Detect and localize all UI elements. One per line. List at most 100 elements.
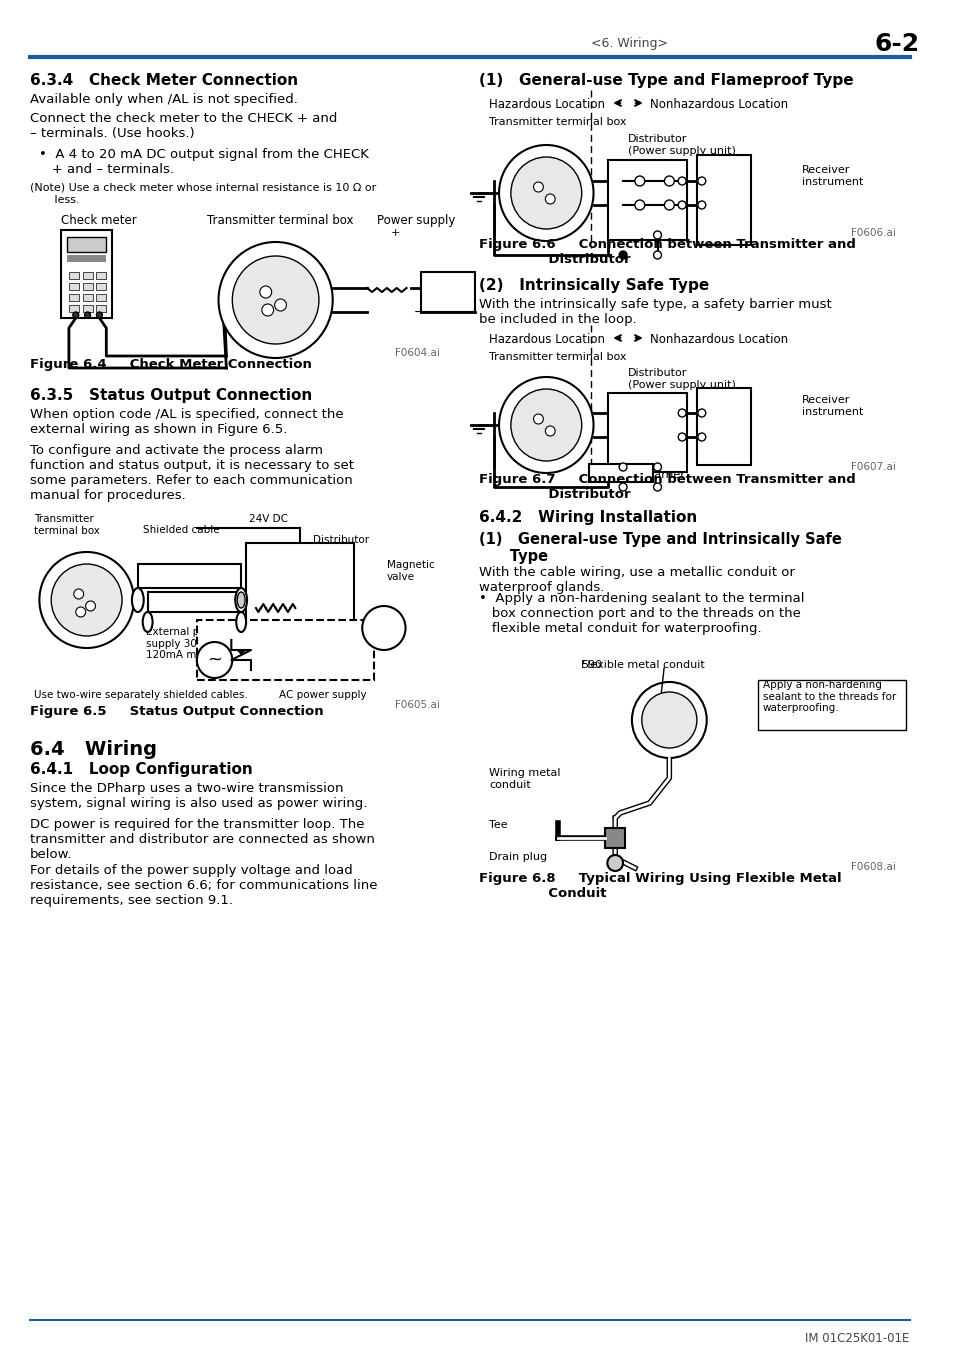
Bar [69,284,79,290]
Text: 6.3.5   Status Output Connection: 6.3.5 Status Output Connection [30,387,312,404]
Bar [83,305,92,312]
Text: External power
supply 30V DC,
120mA max: External power supply 30V DC, 120mA max [146,626,226,660]
Ellipse shape [236,612,246,632]
Text: DC power is required for the transmitter loop. The
transmitter and distributor a: DC power is required for the transmitter… [30,818,374,861]
Ellipse shape [143,612,152,632]
Text: 6-2: 6-2 [873,32,919,55]
Bar [608,161,686,240]
Circle shape [653,483,660,491]
Text: Receiver
instrument: Receiver instrument [801,396,862,417]
Circle shape [510,389,581,460]
Text: Transmitter terminal box: Transmitter terminal box [207,215,353,227]
Text: Hazardous Location: Hazardous Location [489,333,604,346]
Ellipse shape [237,593,245,608]
Text: Check meter: Check meter [61,215,136,227]
Bar [69,305,79,312]
Circle shape [498,377,593,472]
Bar [148,593,241,612]
Bar [196,620,374,680]
Bar [69,294,79,301]
Text: Shielded cable: Shielded cable [143,525,219,535]
Text: Figure 6.8     Typical Wiring Using Flexible Metal
               Conduit: Figure 6.8 Typical Wiring Using Flexible… [478,872,841,900]
Text: 6.4.1   Loop Configuration: 6.4.1 Loop Configuration [30,761,252,778]
Circle shape [678,177,685,185]
Bar [83,294,92,301]
Bar [96,271,106,279]
Circle shape [678,409,685,417]
Circle shape [73,589,84,599]
Bar [61,230,112,319]
Circle shape [96,312,102,319]
Text: Magnetic
valve: Magnetic valve [386,560,435,582]
Circle shape [631,682,706,757]
Circle shape [196,643,233,678]
Circle shape [261,304,274,316]
Circle shape [678,433,685,441]
Circle shape [498,144,593,242]
Circle shape [653,463,660,471]
Text: Use two-wire separately shielded cables.: Use two-wire separately shielded cables. [34,690,248,701]
Circle shape [698,409,705,417]
Circle shape [545,427,555,436]
Circle shape [698,177,705,185]
Text: (1)   General-use Type and Flameproof Type: (1) General-use Type and Flameproof Type [478,73,853,88]
Bar [67,238,106,252]
Bar [246,543,354,625]
Text: Nonhazardous Location: Nonhazardous Location [649,333,787,346]
Text: Flexible metal conduit: Flexible metal conduit [580,660,703,670]
Circle shape [51,564,122,636]
Text: Distributor
(Power supply unit): Distributor (Power supply unit) [627,134,735,155]
Text: ~: ~ [207,651,222,670]
Text: (Note) Use a check meter whose internal resistance is 10 Ω or
       less.: (Note) Use a check meter whose internal … [30,184,375,205]
Text: 24V DC: 24V DC [249,514,288,524]
Circle shape [233,256,318,344]
Circle shape [678,201,685,209]
Text: −: − [248,614,256,624]
Circle shape [510,157,581,230]
Text: Distributor
(Power supply unit): Distributor (Power supply unit) [627,369,735,390]
Text: <6. Wiring>: <6. Wiring> [590,38,667,50]
Text: 250Ω: 250Ω [255,558,283,568]
Circle shape [635,176,644,186]
Circle shape [618,483,626,491]
Bar [421,271,475,312]
Circle shape [39,552,133,648]
Bar [67,255,106,262]
Text: Tee: Tee [489,819,507,830]
Bar [757,680,904,730]
Text: F0607.ai: F0607.ai [850,462,895,472]
Bar [69,271,79,279]
Circle shape [698,201,705,209]
Circle shape [218,242,333,358]
Text: Transmitter terminal box: Transmitter terminal box [489,117,626,127]
Ellipse shape [132,589,144,612]
Bar [697,155,750,244]
Circle shape [533,182,543,192]
Bar [96,305,106,312]
Circle shape [607,855,622,871]
Circle shape [274,298,286,311]
Circle shape [259,286,272,298]
Circle shape [533,414,543,424]
Text: Apply a non-hardening
sealant to the threads for
waterproofing.: Apply a non-hardening sealant to the thr… [762,680,895,713]
Bar [96,284,106,290]
Circle shape [653,231,660,239]
Bar [96,294,106,301]
Circle shape [663,176,674,186]
Circle shape [641,693,697,748]
Text: To configure and activate the process alarm
function and status output, it is ne: To configure and activate the process al… [30,444,354,502]
Text: 6.3.4   Check Meter Connection: 6.3.4 Check Meter Connection [30,73,297,88]
Circle shape [618,463,626,471]
Text: F0605.ai: F0605.ai [395,701,439,710]
Text: IM 01C25K01-01E: IM 01C25K01-01E [804,1331,908,1345]
Text: For details of the power supply voltage and load
resistance, see section 6.6; fo: For details of the power supply voltage … [30,864,376,907]
Text: Figure 6.6     Connection between Transmitter and
               Distributor: Figure 6.6 Connection between Transmitte… [478,238,856,266]
Text: Hazardous Location: Hazardous Location [489,99,604,111]
Text: (1)   General-use Type and Intrinsically Safe
      Type: (1) General-use Type and Intrinsically S… [478,532,841,564]
Bar [588,464,652,482]
Text: •  Apply a non-hardening sealant to the terminal
   box connection port and to t: • Apply a non-hardening sealant to the t… [478,593,804,634]
Bar [608,393,686,472]
Polygon shape [236,649,246,655]
Circle shape [545,194,555,204]
Circle shape [663,200,674,211]
